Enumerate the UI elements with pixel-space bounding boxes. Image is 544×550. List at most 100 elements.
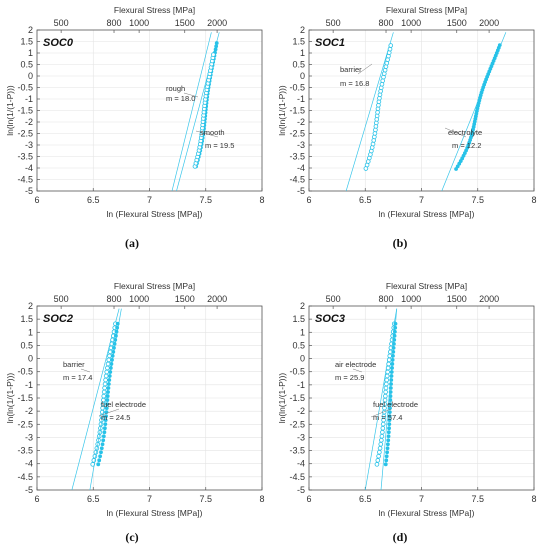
data-point xyxy=(380,429,385,435)
data-point xyxy=(389,382,393,386)
y-tick-label: -4 xyxy=(297,163,305,173)
data-point xyxy=(113,337,118,342)
grid-lines xyxy=(308,305,535,491)
data-point xyxy=(376,454,381,459)
grid-lines xyxy=(36,29,263,192)
y-tick-label: -4.5 xyxy=(289,472,305,482)
y-tick-label: -4 xyxy=(25,459,33,469)
annotation-leader xyxy=(444,127,467,138)
y-tick-label: 1.5 xyxy=(20,37,33,47)
x-tick-label: 7.5 xyxy=(199,494,212,504)
y-tick-label: -1.5 xyxy=(289,393,305,403)
top-tick-label: 2000 xyxy=(479,294,499,304)
y-tick-label: -2.5 xyxy=(289,129,305,139)
top-tick-label: 500 xyxy=(54,294,69,304)
series-barrier xyxy=(71,308,120,490)
y-axis-title: ln(ln(1/(1-P))) xyxy=(277,373,287,424)
y-tick-label: 0.5 xyxy=(20,340,33,350)
x-tick-label: 6.5 xyxy=(359,494,372,504)
y-tick-label: -2 xyxy=(297,406,305,416)
plot-area xyxy=(171,32,220,191)
y-tick-label: 1 xyxy=(300,48,305,58)
data-point xyxy=(211,52,216,57)
data-point xyxy=(378,441,384,447)
caption-d: (d) xyxy=(392,530,408,544)
chart-svg-a: 6 6.5 7 7.5 8 2 1.51 0.50 -0.5-1 -1.5-2 -2.5-3 -3.5… xyxy=(5,5,265,219)
annotation-modulus: m = 12.2 xyxy=(452,141,481,150)
series-fuel-electrode xyxy=(380,308,398,490)
top-tick-label: 1000 xyxy=(401,18,421,28)
data-point xyxy=(380,421,386,427)
y-tick-label: -1 xyxy=(297,94,305,104)
data-point xyxy=(96,462,101,467)
x-tick-label: 6.5 xyxy=(87,195,100,205)
y-tick-label: -1.5 xyxy=(17,106,33,116)
y-tick-label: -1 xyxy=(25,94,33,104)
data-point xyxy=(375,458,381,463)
top-tick-label: 800 xyxy=(107,294,122,304)
y-axis-title: ln(ln(1/(1-P))) xyxy=(5,85,15,136)
data-point xyxy=(106,357,112,363)
y-tick-label: 0 xyxy=(300,354,305,364)
series-fuel-electrode xyxy=(89,308,122,490)
data-point xyxy=(214,41,219,45)
y-tick-label: 0 xyxy=(300,71,305,81)
annotation-modulus: m = 18.0 xyxy=(166,94,195,103)
annotation-leader xyxy=(357,63,373,75)
y-tick-label: -1 xyxy=(297,380,305,390)
x-tick-label: 6 xyxy=(306,195,311,205)
annotation: electrolyte m = 12.2 xyxy=(444,127,482,150)
data-point xyxy=(383,393,388,399)
data-point xyxy=(388,398,393,402)
data-point xyxy=(114,329,119,334)
data-point xyxy=(115,325,120,330)
data-point xyxy=(385,369,390,375)
annotation: air electrode m = 25.9 xyxy=(335,360,376,382)
x-tick-label: 7 xyxy=(147,494,152,504)
y-tick-label: 1 xyxy=(28,48,33,58)
y-tick-label: -4 xyxy=(25,163,33,173)
y-tick-label: -5 xyxy=(297,485,305,495)
chart-svg-d: 6 6.5 7 7.5 8 2 1.5 1 0.5 0 -0.5 -1 -1.5 -2 -2.5 -3 -3.5… xyxy=(277,281,537,518)
annotation-modulus: m = 16.8 xyxy=(340,79,369,88)
x-tick-label: 6 xyxy=(34,494,39,504)
plot-area xyxy=(71,308,122,490)
data-point xyxy=(383,385,389,391)
top-tick-label: 2000 xyxy=(207,294,227,304)
top-tick-label: 500 xyxy=(54,18,69,28)
data-point xyxy=(393,325,398,330)
y-tick-label: -5 xyxy=(297,186,305,196)
annotation-leader xyxy=(352,368,363,373)
data-point xyxy=(393,321,398,326)
data-point xyxy=(385,442,390,447)
data-point xyxy=(384,381,389,387)
data-point xyxy=(379,437,384,443)
data-point xyxy=(390,358,395,362)
y-tick-label: 1.5 xyxy=(292,37,305,47)
data-point xyxy=(105,365,110,371)
x-tick-label: 6 xyxy=(34,195,39,205)
y-tick-label: -3 xyxy=(297,140,305,150)
data-point xyxy=(392,341,396,346)
data-point xyxy=(383,462,388,467)
data-point xyxy=(384,377,390,383)
panel-label: SOC3 xyxy=(315,313,345,325)
annotation-series-name: air electrode xyxy=(335,360,376,369)
data-point xyxy=(389,370,394,374)
x-axis-title: ln (Flexural Stress [MPa]) xyxy=(379,209,475,219)
y-tick-label: 0 xyxy=(28,354,33,364)
data-point xyxy=(387,418,392,423)
y-tick-label: -2.5 xyxy=(289,419,305,429)
annotation-leader xyxy=(183,92,199,98)
chart-panel-a: 6 6.5 7 7.5 8 2 1.5 1 0.5 0 -0.5 -1 -1.5 -2 -2.5 -3 -3.5… xyxy=(0,0,272,275)
x-tick-label: 7 xyxy=(147,195,152,205)
y-axis-title: ln(ln(1/(1-P))) xyxy=(277,85,287,136)
y-tick-label: -1.5 xyxy=(289,106,305,116)
data-point xyxy=(384,373,390,379)
data-point xyxy=(115,321,120,326)
panel-label: SOC1 xyxy=(315,37,345,49)
data-point xyxy=(386,357,392,363)
annotation: fuel electrode m = 24.5 xyxy=(98,400,146,422)
data-point xyxy=(113,333,118,338)
y-tick-label: -4.5 xyxy=(289,175,305,185)
